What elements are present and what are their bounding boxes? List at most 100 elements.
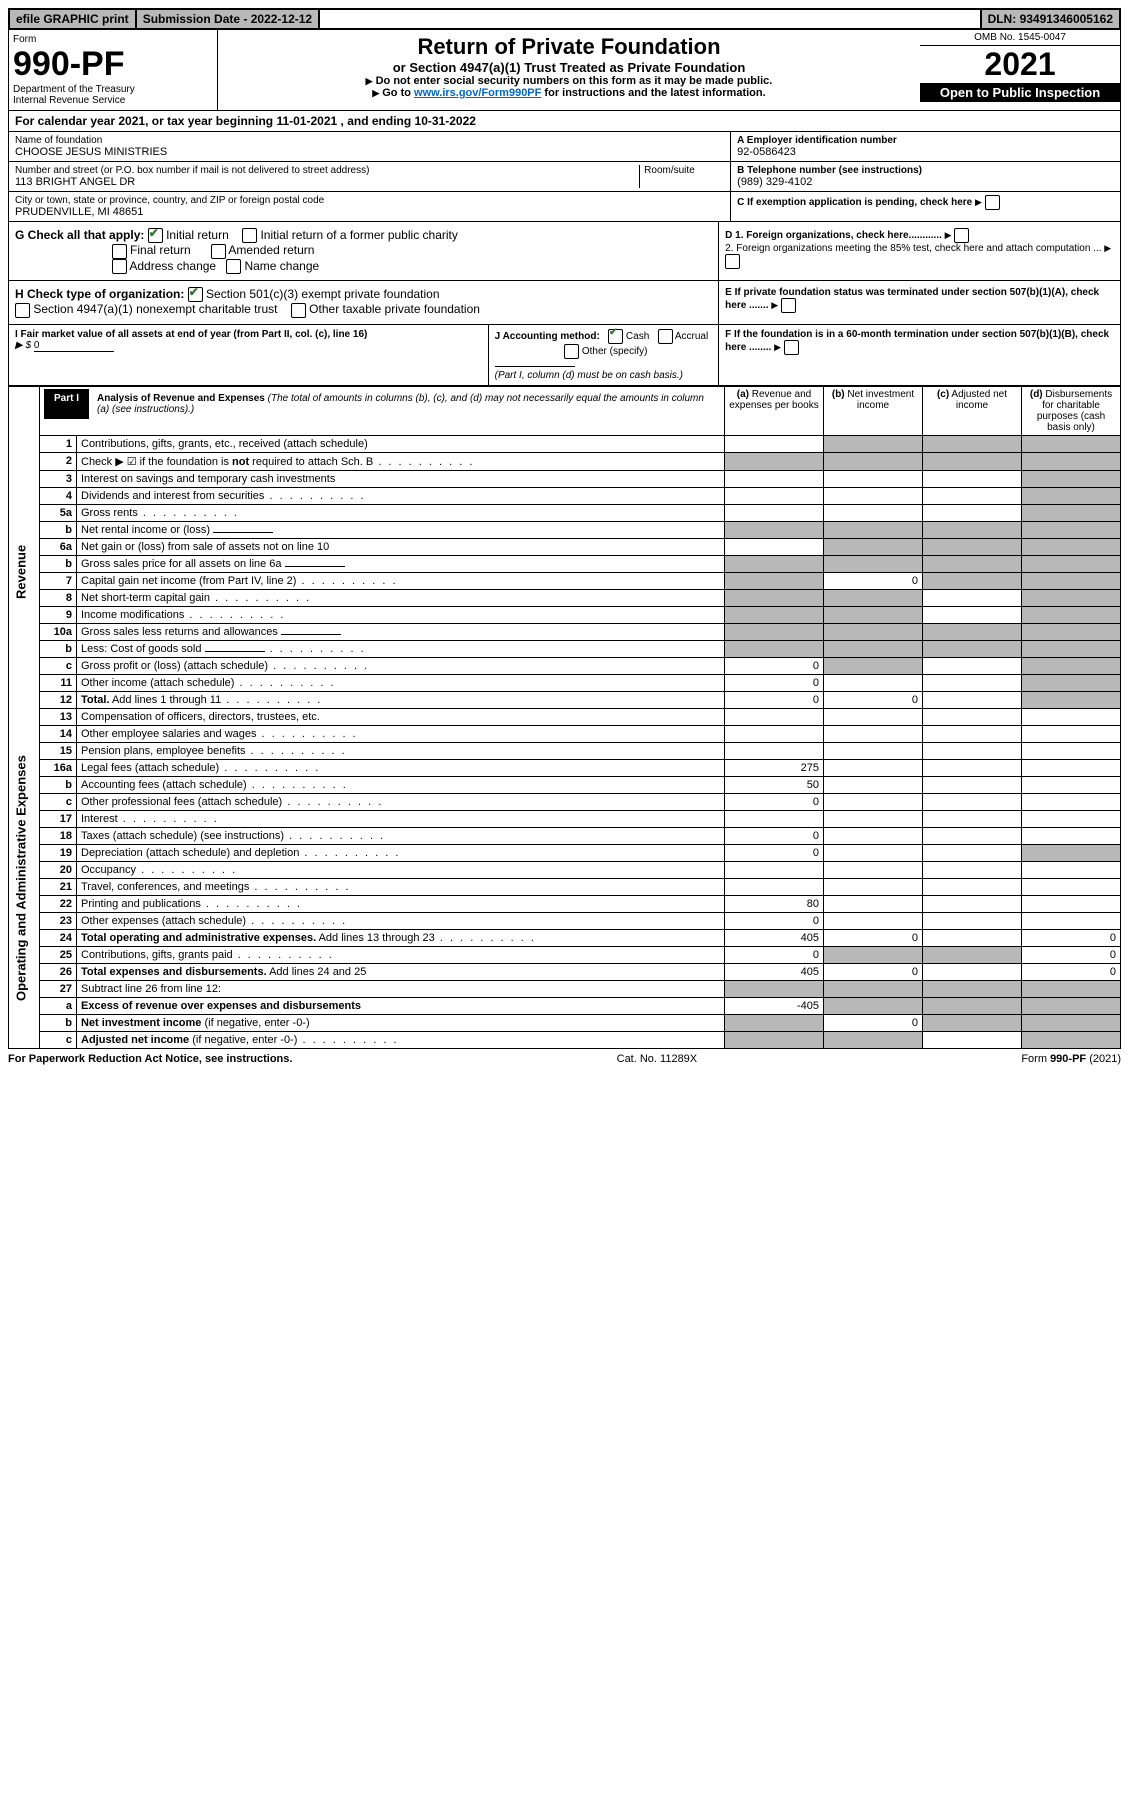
line-description: Pension plans, employee benefits: [77, 742, 725, 759]
h-other-checkbox[interactable]: [291, 303, 306, 318]
value-cell: [923, 504, 1022, 521]
shaded-cell: [1022, 691, 1121, 708]
j-other-checkbox[interactable]: [564, 344, 579, 359]
shaded-cell: [923, 997, 1022, 1014]
value-cell: 0: [725, 946, 824, 963]
line-description: Taxes (attach schedule) (see instruction…: [77, 827, 725, 844]
line-number: b: [40, 776, 77, 793]
col-b-header: Net investment income: [847, 389, 914, 411]
h-501c3-checkbox[interactable]: [188, 287, 203, 302]
g-address-checkbox[interactable]: [112, 259, 127, 274]
value-cell: [923, 742, 1022, 759]
dln-value: 93491346005162: [1020, 12, 1113, 26]
g-initial-return-checkbox[interactable]: [148, 228, 163, 243]
line-number: a: [40, 997, 77, 1014]
value-cell: 0: [824, 572, 923, 589]
efile-print-button[interactable]: efile GRAPHIC print: [10, 10, 137, 28]
value-cell: 50: [725, 776, 824, 793]
value-cell: 0: [1022, 929, 1121, 946]
value-cell: [923, 963, 1022, 980]
value-cell: [725, 725, 824, 742]
j-accrual-checkbox[interactable]: [658, 329, 673, 344]
shaded-cell: [725, 640, 824, 657]
value-cell: [1022, 912, 1121, 929]
shaded-cell: [824, 452, 923, 470]
g-initial-former-checkbox[interactable]: [242, 228, 257, 243]
box-c-label: C If exemption application is pending, c…: [737, 197, 972, 208]
line-description: Net short-term capital gain: [77, 589, 725, 606]
line-description: Compensation of officers, directors, tru…: [77, 708, 725, 725]
line-description: Gross profit or (loss) (attach schedule): [77, 657, 725, 674]
g-name-checkbox[interactable]: [226, 259, 241, 274]
value-cell: 0: [824, 691, 923, 708]
goto-prefix: Go to: [372, 87, 414, 99]
g-final-checkbox[interactable]: [112, 244, 127, 259]
line-number: b: [40, 1014, 77, 1031]
part1-title: Analysis of Revenue and Expenses (The to…: [89, 389, 720, 419]
value-cell: 0: [725, 674, 824, 691]
h-4947-checkbox[interactable]: [15, 303, 30, 318]
value-cell: [923, 606, 1022, 623]
shaded-cell: [725, 980, 824, 997]
line-number: 23: [40, 912, 77, 929]
g-opt-amended: Amended return: [228, 243, 314, 257]
shaded-cell: [725, 623, 824, 640]
dept-irs: Internal Revenue Service: [13, 95, 213, 106]
shaded-cell: [824, 521, 923, 538]
line-number: 5a: [40, 504, 77, 521]
irs-form-link[interactable]: www.irs.gov/Form990PF: [414, 87, 541, 99]
shaded-cell: [824, 997, 923, 1014]
d1-checkbox[interactable]: [954, 228, 969, 243]
value-cell: [1022, 810, 1121, 827]
shaded-cell: [824, 980, 923, 997]
i-label: I Fair market value of all assets at end…: [15, 329, 367, 340]
check-section-h-e: H Check type of organization: Section 50…: [8, 281, 1121, 325]
line-description: Travel, conferences, and meetings: [77, 878, 725, 895]
line-description: Net rental income or (loss): [77, 521, 725, 538]
box-c-checkbox[interactable]: [985, 195, 1000, 210]
line-number: 17: [40, 810, 77, 827]
shaded-cell: [1022, 538, 1121, 555]
shaded-cell: [824, 589, 923, 606]
line-description: Legal fees (attach schedule): [77, 759, 725, 776]
shaded-cell: [824, 1031, 923, 1048]
shaded-cell: [1022, 980, 1121, 997]
part1-table: Part I Analysis of Revenue and Expenses …: [8, 386, 1121, 1049]
value-cell: [1022, 776, 1121, 793]
value-cell: [1022, 725, 1121, 742]
g-amended-checkbox[interactable]: [211, 244, 226, 259]
footer-right: Form 990-PF (2021): [1021, 1053, 1121, 1065]
line-number: 8: [40, 589, 77, 606]
line-number: 4: [40, 487, 77, 504]
shaded-cell: [1022, 623, 1121, 640]
calyear-text-a: For calendar year 2021, or tax year begi…: [15, 114, 276, 128]
value-cell: [725, 487, 824, 504]
value-cell: [824, 742, 923, 759]
g-opt-final: Final return: [130, 243, 191, 257]
shaded-cell: [923, 435, 1022, 452]
line-description: Printing and publications: [77, 895, 725, 912]
instruction-ssn: Do not enter social security numbers on …: [228, 75, 910, 87]
value-cell: [923, 1031, 1022, 1048]
shaded-cell: [923, 1014, 1022, 1031]
line-number: 18: [40, 827, 77, 844]
d2-checkbox[interactable]: [725, 254, 740, 269]
g-label: G Check all that apply:: [15, 228, 144, 242]
e-checkbox[interactable]: [781, 298, 796, 313]
shaded-cell: [725, 1014, 824, 1031]
value-cell: -405: [725, 997, 824, 1014]
shaded-cell: [1022, 844, 1121, 861]
line-description: Other professional fees (attach schedule…: [77, 793, 725, 810]
shaded-cell: [923, 980, 1022, 997]
value-cell: 0: [824, 1014, 923, 1031]
line-number: 2: [40, 452, 77, 470]
g-opt-initial: Initial return: [166, 228, 229, 242]
j-cash-checkbox[interactable]: [608, 329, 623, 344]
line-description: Adjusted net income (if negative, enter …: [77, 1031, 725, 1048]
value-cell: [824, 861, 923, 878]
line-number: b: [40, 521, 77, 538]
value-cell: [725, 878, 824, 895]
f-checkbox[interactable]: [784, 340, 799, 355]
value-cell: [1022, 878, 1121, 895]
line-number: 21: [40, 878, 77, 895]
